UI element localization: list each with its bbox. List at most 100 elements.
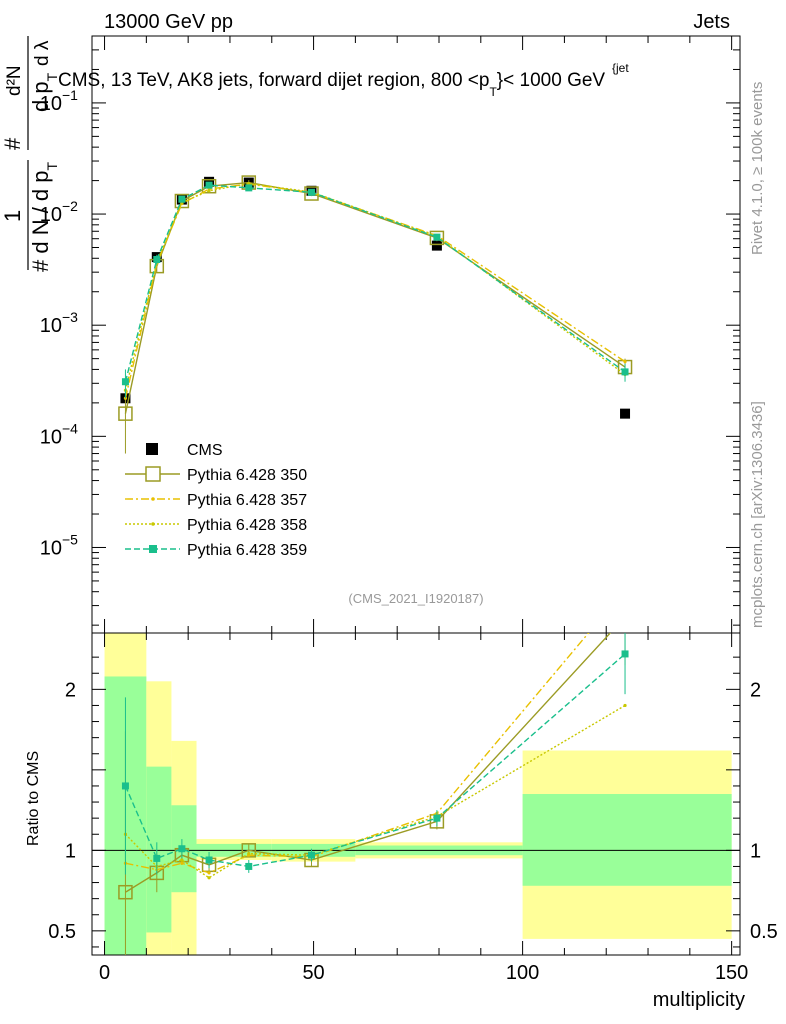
y-tick-exp-main-0: −1 [62,87,78,103]
line-p359 [124,184,626,382]
ratio-point-p359-5 [307,851,315,859]
ratio-point-p359-6 [433,814,441,822]
y-tick-exp-main-2: −3 [62,309,78,325]
point-p350-6 [429,230,445,246]
point-p358-3 [207,189,211,193]
y-tick-exp-main-3: −4 [62,420,78,436]
band-green-1 [146,766,172,933]
point-p359-1 [153,256,161,264]
ratio-point-p358-7 [623,703,627,708]
y-tick-exp-main-1: −2 [62,198,78,214]
ratio-point-p359-3 [205,856,213,864]
y-tick-label-ratio-left-2: 2 [65,679,76,701]
ratio-line-p358 [124,704,626,879]
ratio-line-p350 [125,633,612,893]
ratio-uncertainty-bands [104,633,732,955]
title-main: CMS, 13 TeV, AK8 jets, forward dijet reg… [58,70,489,91]
ylabel-num1: 1 [0,210,25,222]
ratio-line-p359 [124,653,626,868]
y-tick-exp-main-4: −5 [62,531,78,547]
y-tick-label-ratio-left-1: 1 [65,840,76,862]
legend-label-p357: Pythia 6.428 357 [187,492,307,509]
title-text: CMS, 13 TeV, AK8 jets, forward dijet reg… [58,70,605,99]
plot-title: CMS, 13 TeV, AK8 jets, forward dijet reg… [58,61,629,99]
point-cms-7 [620,408,631,419]
legend-label-p358: Pythia 6.428 358 [187,517,307,534]
ylabel-den2: d pT [28,72,60,112]
title-sub: T [489,85,497,99]
y-tick-label-main-4: 10 [40,537,62,559]
ratio-point-p357-3 [207,871,211,875]
point-p357-7 [623,360,627,364]
title-end: }< 1000 GeV [497,70,606,91]
y-tick-label-main-2: 10 [40,315,62,337]
title-superscript: {jet [612,61,629,75]
legend-label-cms: CMS [187,442,223,459]
line-p350 [124,181,626,414]
x-tick-label-150: 150 [715,962,748,984]
y-axis-label-main: 1 # d N / d pT # d pT d²N d λ [0,36,60,272]
frames [91,35,741,956]
ratio-point-p350-4 [241,843,257,858]
side-label-bottom: mcplots.cern.ch [arXiv:1306.3436] [749,401,766,628]
legend-marker-cms [146,443,158,455]
point-p359-3 [205,181,213,189]
legend-label-p350: Pythia 6.428 350 [187,467,307,484]
point-p359-7 [621,368,629,376]
point-p350-5 [304,186,319,201]
point-p359-4 [245,184,253,192]
ylabel-num2: # [0,137,25,150]
ratio-point-p358-4 [247,851,251,856]
ratio-point-p359-1 [153,854,161,862]
y-tick-label-main-3: 10 [40,426,62,448]
legend-marker-p359 [149,545,157,553]
ratio-point-p359-7 [621,650,629,658]
side-label-top: Rivet 4.1.0, ≥ 100k events [749,82,766,255]
y-axis-label-ratio: Ratio to CMS [25,751,42,846]
header-left: 13000 GeV pp [104,11,233,33]
x-tick-label-100: 100 [506,962,539,984]
ratio-panel-series [118,588,632,955]
ratio-point-p359-4 [245,862,253,870]
ratio-point-p350-7 [619,610,632,623]
main-panel-series [118,175,633,454]
ratio-point-p357-2 [180,861,184,865]
ratio-point-p358-2 [180,858,184,862]
y-tick-label-ratio-right-2: 2 [750,679,761,701]
analysis-label: (CMS_2021_I1920187) [348,591,483,606]
point-p359-0 [121,378,129,386]
ratio-point-p350-0 [118,884,133,900]
y-tick-label-ratio-right-0.5: 0.5 [750,921,778,943]
ylabel-den1: # d N / d pT [28,161,60,272]
ratio-point-p359-2 [178,845,186,853]
ratio-line-p357 [125,633,590,874]
ratio-series-clipped [118,588,632,955]
band-green-6 [522,794,732,886]
y-tick-label-ratio-left-0.5: 0.5 [48,921,76,943]
point-p359-5 [307,188,315,196]
ratio-frame [91,632,741,956]
legend-marker-p357 [151,497,155,501]
legend-marker-p350 [145,466,161,482]
ratio-point-p357-7 [623,588,626,591]
x-tick-label-0: 0 [99,962,110,984]
ylabel-dlambda: d λ [32,40,53,66]
y-tick-label-main-0: 10 [40,93,62,115]
y-tick-label-main-1: 10 [40,204,62,226]
legend-label-p359: Pythia 6.428 359 [187,542,307,559]
x-tick-label-50: 50 [302,962,324,984]
y-tick-label-ratio-right-1: 1 [750,840,761,862]
legend-marker-p358 [151,522,155,526]
ylabel-d2N: d²N [4,65,25,96]
point-cms-6 [431,240,442,251]
ratio-point-p358-3 [207,876,211,880]
header-right: Jets [693,11,730,33]
point-p350-2 [174,193,190,209]
point-p350-0 [118,406,133,421]
ratio-point-p359-0 [121,782,129,790]
point-p359-2 [178,195,186,203]
x-axis-label: multiplicity [653,989,745,1011]
legend: CMS Pythia 6.428 350 Pythia 6.428 357 Pythi… [125,442,307,559]
